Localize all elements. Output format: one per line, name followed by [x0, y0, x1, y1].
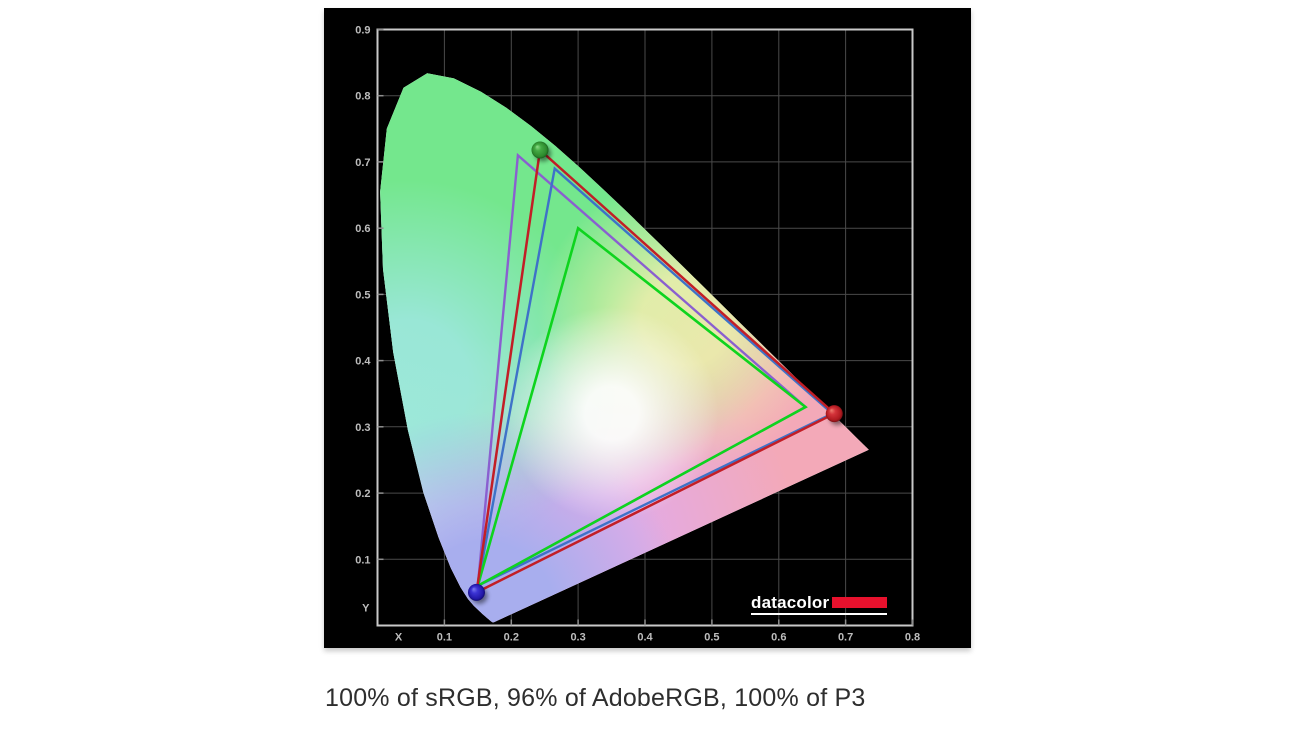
x-tick-label: 0.8 — [905, 632, 920, 644]
y-tick-label: 0.8 — [355, 91, 370, 103]
gamut-triangle-srgb — [475, 225, 808, 589]
x-axis-letter: X — [395, 632, 403, 644]
red-primary-dot — [825, 405, 843, 423]
blue-primary-dot — [467, 583, 485, 601]
x-tick-label: 0.4 — [637, 632, 653, 644]
x-tick-label: 0.6 — [771, 632, 786, 644]
plot-area: X 0.1 0.2 0.3 0.4 0.5 0.6 0.7 0.8 Y 0.1 0.2 0.3 0.4 0.… — [355, 25, 920, 644]
y-tick-label: 0.1 — [355, 554, 370, 566]
x-tick-label: 0.7 — [838, 632, 853, 644]
y-tick-label: 0.2 — [355, 488, 370, 500]
gamut-chart-svg: X 0.1 0.2 0.3 0.4 0.5 0.6 0.7 0.8 Y 0.1 0.2 0.3 0.4 0.… — [355, 25, 920, 644]
y-tick-label: 0.5 — [355, 289, 370, 301]
x-tick-label: 0.1 — [437, 632, 452, 644]
datacolor-logo-text: datacolor — [751, 593, 830, 612]
gamut-triangle-display — [474, 147, 837, 595]
chromaticity-diagram: X 0.1 0.2 0.3 0.4 0.5 0.6 0.7 0.8 Y 0.1 0.2 0.3 0.4 0.… — [324, 8, 971, 648]
gamut-coverage-caption: 100% of sRGB, 96% of AdobeRGB, 100% of P… — [325, 684, 866, 712]
axis-labels: X 0.1 0.2 0.3 0.4 0.5 0.6 0.7 0.8 Y 0.1 0.2 0.3 0.4 0.… — [355, 25, 920, 644]
datacolor-logo-bar — [832, 597, 888, 608]
y-axis-letter: Y — [362, 603, 370, 615]
x-tick-label: 0.2 — [504, 632, 519, 644]
green-primary-dot — [531, 141, 549, 159]
x-tick-label: 0.3 — [570, 632, 585, 644]
y-tick-label: 0.4 — [355, 356, 371, 368]
y-tick-label: 0.9 — [355, 25, 370, 37]
tick-marks — [377, 28, 914, 626]
x-tick-label: 0.5 — [704, 632, 719, 644]
y-tick-label: 0.3 — [355, 422, 370, 434]
datacolor-logo: datacolor — [751, 593, 888, 615]
y-tick-label: 0.7 — [355, 157, 370, 169]
gamut-chart-panel: X 0.1 0.2 0.3 0.4 0.5 0.6 0.7 0.8 Y 0.1 0.2 0.3 0.4 0.… — [324, 8, 971, 648]
y-tick-label: 0.6 — [355, 223, 370, 235]
gamut-triangle-p3 — [476, 166, 835, 588]
